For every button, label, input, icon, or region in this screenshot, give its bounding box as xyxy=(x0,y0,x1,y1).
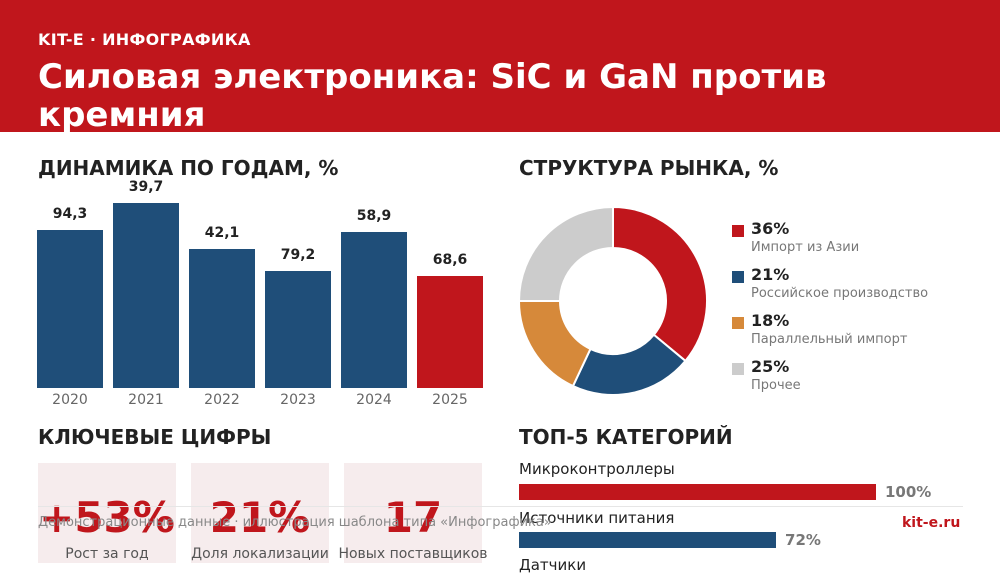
key-figure-value: 17 xyxy=(383,493,443,542)
bar-year-2024: 2024 xyxy=(356,392,392,408)
category-bar-microcontrollers xyxy=(519,484,876,500)
key-figure-value: 21% xyxy=(209,493,311,542)
market-structure-donut xyxy=(517,205,708,396)
bar-value-2022: 42,1 xyxy=(204,225,240,242)
bar-value-2025: 68,6 xyxy=(432,251,468,268)
category-name-power-supplies: Источники питания xyxy=(519,509,675,527)
donut-segment-0 xyxy=(612,205,708,363)
legend-label: Параллельный импорт xyxy=(751,332,908,347)
legend-swatch xyxy=(732,363,744,375)
bar-value-2024: 58,9 xyxy=(356,207,392,224)
key-figure-card-growth: +53% Рост за год xyxy=(38,463,176,563)
structure-section-title: СТРУКТУРА РЫНКА, % xyxy=(519,156,779,180)
bar-year-2023: 2023 xyxy=(280,392,316,408)
bar-value-2020: 94,3 xyxy=(52,205,88,222)
bar-2020 xyxy=(37,229,103,388)
legend-swatch xyxy=(732,271,744,283)
legend-label: Прочее xyxy=(751,378,801,393)
bar-2024 xyxy=(341,231,407,388)
page-title: Силовая электроника: SiC и GaN против кр… xyxy=(38,57,827,135)
key-figure-label: Доля локализации xyxy=(191,546,329,562)
bar-year-2025: 2025 xyxy=(432,392,468,408)
legend-pct: 25% xyxy=(751,357,790,376)
category-pct-microcontrollers: 100% xyxy=(885,483,932,501)
bar-2025 xyxy=(417,275,483,388)
category-name-microcontrollers: Микроконтроллеры xyxy=(519,460,675,478)
category-bar-power-supplies xyxy=(519,532,777,548)
donut-segment-2 xyxy=(517,300,592,388)
footer-note: Демонстрационные данные · иллюстрация ша… xyxy=(38,515,552,530)
bar-value-2023: 79,2 xyxy=(280,247,316,264)
bar-year-2022: 2022 xyxy=(204,392,240,408)
footer-site-link[interactable]: kit-e.ru xyxy=(902,515,961,531)
bar-2023 xyxy=(265,271,331,388)
key-figure-card-suppliers: 17 Новых поставщиков xyxy=(338,463,488,563)
top5-section-title: ТОП-5 КАТЕГОРИЙ xyxy=(519,425,733,449)
key-figures-section-title: КЛЮЧЕВЫЕ ЦИФРЫ xyxy=(38,425,272,449)
legend-pct: 36% xyxy=(751,219,790,238)
bar-2021 xyxy=(113,203,179,388)
bar-2022 xyxy=(189,249,255,388)
bar-year-2021: 2021 xyxy=(128,392,164,408)
legend-swatch xyxy=(732,317,744,329)
category-pct-power-supplies: 72% xyxy=(785,531,821,549)
legend-pct: 21% xyxy=(751,265,790,284)
key-figure-value: +53% xyxy=(39,493,175,542)
legend-swatch xyxy=(732,225,744,237)
header-banner: KIT-E · ИНФОГРАФИКА Силовая электроника:… xyxy=(0,0,1000,135)
bar-year-2020: 2020 xyxy=(52,392,88,408)
footer-divider xyxy=(38,506,963,507)
key-figure-label: Рост за год xyxy=(65,546,149,562)
legend-label: Импорт из Азии xyxy=(751,240,860,255)
dynamics-section-title: ДИНАМИКА ПО ГОДАМ, % xyxy=(38,156,339,180)
key-figure-label: Новых поставщиков xyxy=(338,546,488,562)
legend-pct: 18% xyxy=(751,311,790,330)
brand-label: KIT-E · ИНФОГРАФИКА xyxy=(38,30,251,49)
legend-label: Российское производство xyxy=(751,286,929,301)
key-figure-card-localization: 21% Доля локализации xyxy=(191,463,329,563)
category-name-sensors: Датчики xyxy=(519,556,587,574)
bar-value-2021: 39,7 xyxy=(128,179,164,196)
donut-segment-3 xyxy=(517,205,614,302)
